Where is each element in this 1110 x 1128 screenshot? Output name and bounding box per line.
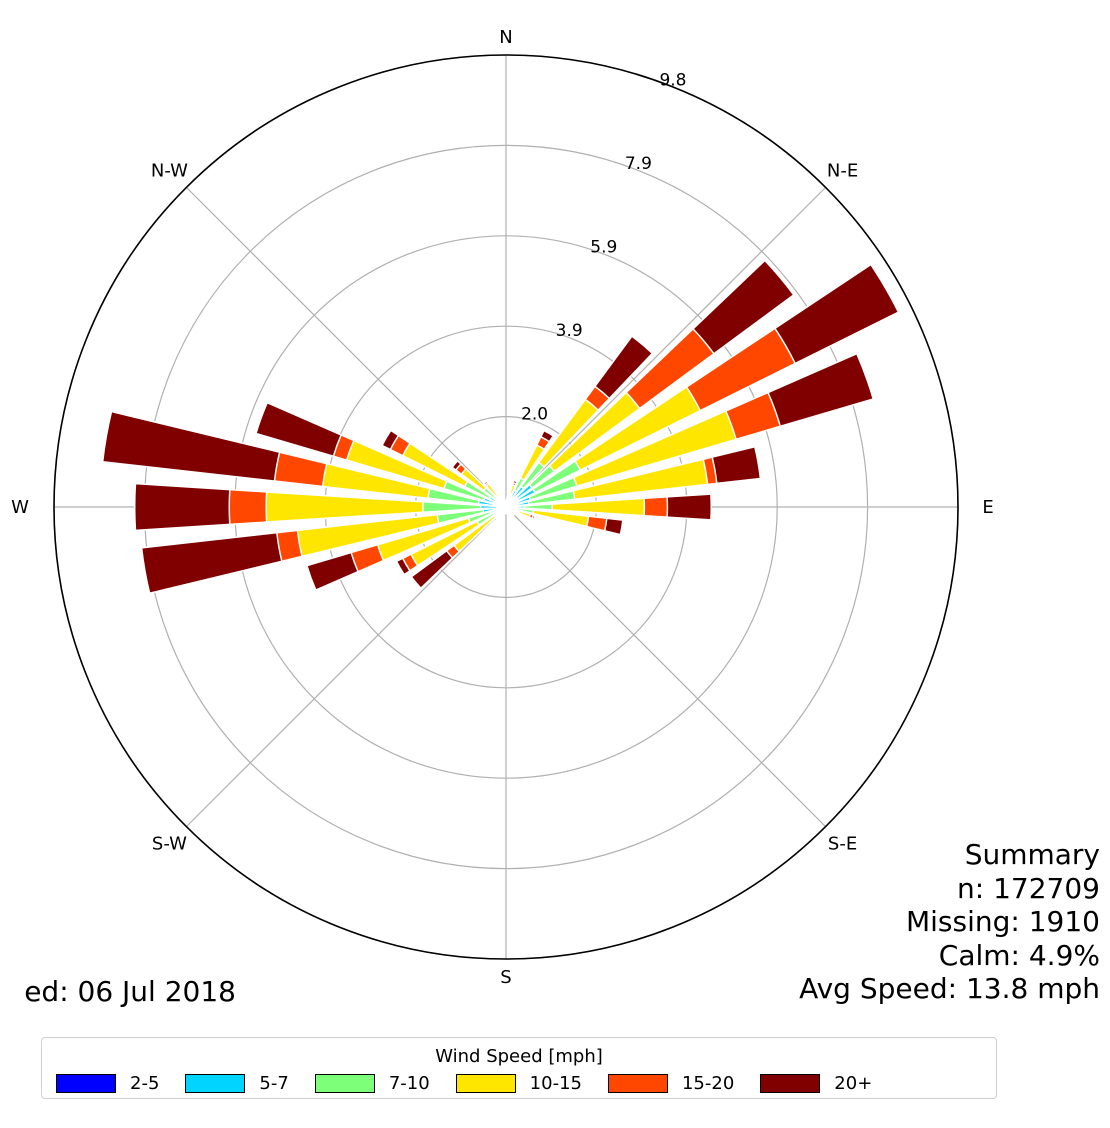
legend-label: 7-10: [388, 1073, 430, 1094]
legend-label: 15-20: [681, 1073, 735, 1094]
grid-spoke-n-w: [185, 186, 507, 508]
legend-item-10-15: 10-15: [455, 1073, 582, 1094]
legend-items: 2-5 5-7 7-10 10-15 15-20 20+: [56, 1073, 898, 1094]
summary-calm: Calm: 4.9%: [938, 938, 1100, 972]
generated-date-label: ed: 06 Jul 2018: [24, 975, 236, 1008]
wind-rose-bars: [101, 259, 900, 595]
direction-label-w: W: [11, 497, 29, 518]
legend-title: Wind Speed [mph]: [435, 1046, 603, 1067]
radial-tick-3.9: 3.9: [556, 321, 583, 341]
direction-label-e: E: [982, 497, 993, 518]
bar-90deg-10-15: [505, 497, 646, 517]
grid-spoke-s-w: [185, 506, 507, 828]
grid-spoke-n-e: [505, 186, 827, 508]
direction-label-s-w: S-W: [152, 834, 187, 855]
bar-90deg-7-10: [505, 503, 553, 511]
radial-tick-2.0: 2.0: [521, 404, 548, 424]
legend-swatch: [314, 1074, 375, 1093]
grid-spoke-s-e: [505, 506, 827, 828]
legend-swatch: [455, 1074, 516, 1093]
direction-label-n-w: N-W: [151, 160, 188, 181]
legend-item-5-7: 5-7: [185, 1073, 289, 1094]
direction-label-n: N: [499, 27, 512, 48]
legend-item-20+: 20+: [760, 1073, 872, 1094]
direction-labels: N N-E E S-E S S-W W N-W: [11, 27, 994, 988]
legend-swatch: [185, 1074, 246, 1093]
bar-230deg-10-15: [452, 506, 507, 553]
summary-title: Summary: [964, 838, 1100, 871]
wind-rose-chart: N N-E E S-E S S-W W N-W 2.0 3.9 5.9 7.9 9.8: [11, 27, 994, 988]
legend-swatch: [760, 1074, 821, 1093]
summary-panel: Summary n: 172709 Missing: 1910 Calm: 4.…: [799, 838, 1100, 1006]
summary-count: n: 172709: [957, 871, 1100, 905]
legend: Wind Speed [mph] 2-5 5-7 7-10 10-15 15-20 20+: [41, 1037, 997, 1099]
legend-label: 10-15: [529, 1073, 582, 1094]
summary-missing: Missing: 1910: [905, 905, 1100, 938]
bar-270deg-10-15: [265, 491, 507, 523]
generated-date-text: ed: 06 Jul 2018: [0, 975, 236, 1008]
radial-tick-5.9: 5.9: [590, 237, 617, 257]
summary-avg-speed: Avg Speed: 13.8 mph: [799, 972, 1100, 1005]
legend-item-2-5: 2-5: [56, 1073, 159, 1094]
legend-label: 2-5: [130, 1073, 160, 1094]
legend-swatch: [607, 1074, 668, 1093]
legend-item-7-10: 7-10: [314, 1073, 430, 1094]
bar-90deg-5-7: [505, 505, 526, 509]
legend-label: 20+: [834, 1073, 873, 1094]
direction-label-s: S: [500, 967, 511, 988]
legend-label: 5-7: [259, 1073, 289, 1094]
radial-tick-labels: 2.0 3.9 5.9 7.9 9.8: [521, 70, 686, 424]
legend-item-15-20: 15-20: [607, 1073, 735, 1094]
direction-label-n-e: N-E: [827, 160, 858, 181]
outer-circle: [53, 54, 959, 960]
radial-tick-9.8: 9.8: [659, 70, 686, 90]
direction-label-s-e: S-E: [828, 834, 857, 855]
legend-swatch: [56, 1074, 116, 1093]
bar-270deg-5-7: [479, 504, 507, 510]
bar-270deg-7-10: [422, 500, 507, 514]
radial-tick-7.9: 7.9: [625, 154, 652, 174]
